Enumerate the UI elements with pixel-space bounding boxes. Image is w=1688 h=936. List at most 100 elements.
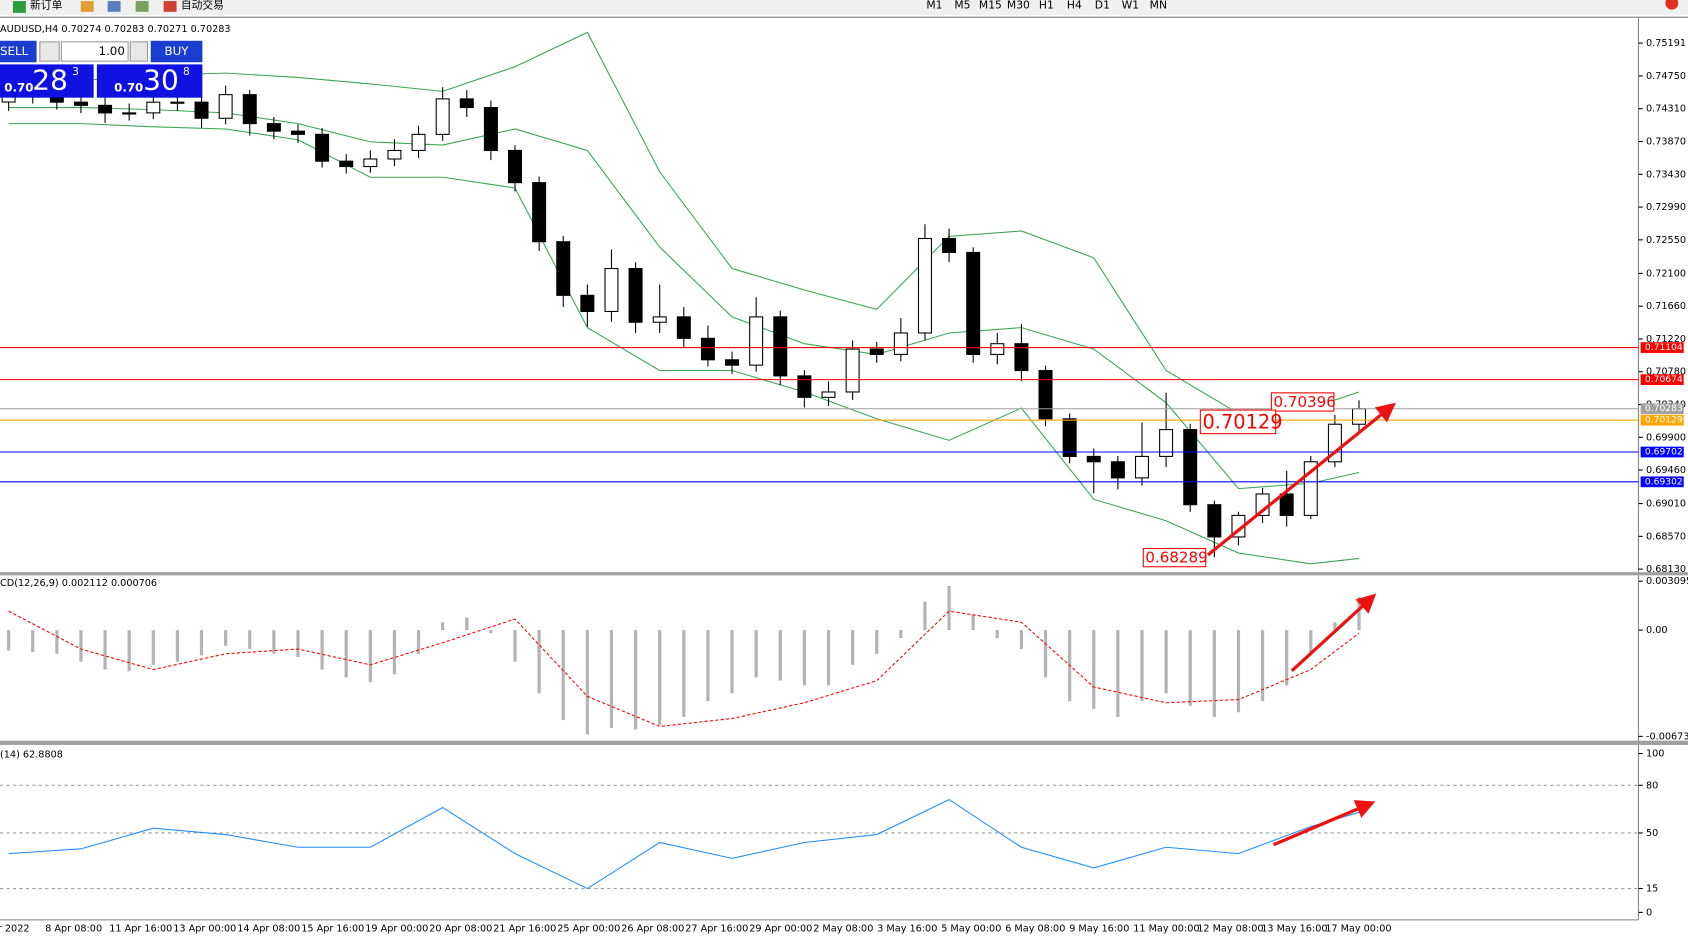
buy-price-pips[interactable]: 30: [143, 64, 179, 97]
timeframe-button[interactable]: D1: [1095, 0, 1110, 11]
alert-icon[interactable]: [1665, 0, 1679, 10]
macd-bar: [55, 630, 59, 654]
macd-bar: [1043, 630, 1048, 678]
timeframe-button[interactable]: H1: [1039, 0, 1054, 11]
candle-body: [652, 316, 667, 323]
timeframe-button[interactable]: W1: [1122, 0, 1139, 11]
candle-body: [218, 94, 233, 119]
lots-up[interactable]: [129, 41, 149, 62]
timeframe-button[interactable]: M1: [926, 0, 942, 11]
sell-button[interactable]: [0, 40, 37, 63]
macd-bar: [1188, 630, 1192, 706]
candle-body: [1159, 429, 1174, 457]
y-tick-label: 0.68130: [1646, 564, 1686, 575]
y-tick-label: 0.71220: [1646, 334, 1686, 345]
candle-body: [1134, 455, 1149, 479]
buy-label[interactable]: BUY: [165, 44, 190, 58]
new-order-icon[interactable]: [12, 1, 26, 13]
macd-bar: [1285, 630, 1289, 686]
toolbar-icon[interactable]: [135, 1, 149, 12]
timeframes: M1 M5 M15 M30 H1 H4 D1 W1 MN: [926, 0, 1167, 11]
price-label: 0.70283: [1645, 404, 1683, 414]
sell-price-big[interactable]: 0.70: [4, 81, 33, 95]
macd-bar: [875, 630, 879, 654]
y-tick-label: 0.72550: [1646, 235, 1686, 246]
macd-bar: [103, 630, 107, 670]
price-label: 0.71104: [1645, 343, 1683, 353]
sell-price-point[interactable]: 3: [72, 65, 79, 78]
price-label: 0.70674: [1645, 375, 1683, 385]
y-tick-label: 0.00: [1646, 625, 1668, 636]
timeframe-button[interactable]: H4: [1067, 0, 1082, 11]
bollinger-band: [8, 123, 1360, 565]
buy-price-box[interactable]: [96, 64, 203, 98]
buy-button[interactable]: [150, 40, 203, 63]
y-tick-label: 0.68570: [1646, 531, 1686, 542]
macd-bar: [923, 601, 927, 631]
macd-bar: [609, 630, 614, 729]
y-tick-label: 0.69010: [1646, 499, 1686, 510]
lots-down[interactable]: [39, 41, 60, 62]
macd-bar: [513, 630, 517, 662]
new-order[interactable]: 新订单: [30, 0, 63, 11]
candle-body: [73, 101, 88, 106]
toolbar-icon[interactable]: [80, 1, 94, 12]
macd-bar: [1019, 630, 1024, 650]
y-tick-label: 0.75191: [1646, 38, 1686, 49]
macd-signal: [8, 610, 1360, 727]
sell-price-pips[interactable]: 28: [32, 64, 68, 97]
sell-price-box[interactable]: [0, 64, 94, 98]
candle-body: [1062, 418, 1077, 457]
toolbar: 新订单 自动交易 M1 M5 M15 M30 H1 H4 D1 W1 MN: [0, 0, 1688, 16]
candle-body: [339, 160, 354, 168]
candle-body: [1038, 369, 1053, 420]
timeframe-button[interactable]: M15: [979, 0, 1002, 11]
y-tick-label: 0.71660: [1646, 301, 1686, 312]
trend-arrows: [1206, 402, 1396, 847]
timeframe-button[interactable]: MN: [1150, 0, 1167, 11]
x-tick-label: 9 May 16:00: [1069, 923, 1129, 934]
candle-body: [532, 182, 547, 243]
annotation: 0.68289: [1145, 549, 1207, 567]
auto-trading[interactable]: 自动交易: [181, 0, 224, 11]
main-panel: 0.75191 0.74750 0.74310 0.73870 0.73430 0.729…: [0, 31, 1686, 934]
candle-body: [242, 94, 257, 125]
macd-bar: [199, 630, 204, 656]
candle-body: [387, 149, 402, 160]
x-tick-label: 19 Apr 00:00: [365, 923, 428, 934]
macd-bar: [899, 630, 903, 638]
candle-body: [1014, 343, 1029, 372]
buy-price-big[interactable]: 0.70: [114, 81, 143, 95]
y-tick-label: 0: [1646, 907, 1652, 918]
macd-bar: [1357, 596, 1361, 631]
annotation: 0.70396: [1274, 393, 1336, 411]
annotation-box: [1142, 547, 1207, 568]
macd-bar: [6, 630, 11, 651]
macd-bar: [392, 630, 397, 675]
buy-price-point[interactable]: 8: [183, 65, 190, 78]
candle-body: [1207, 504, 1222, 538]
timeframe-button[interactable]: M30: [1007, 0, 1030, 11]
annotation-box: [1199, 409, 1277, 435]
macd-bar: [1164, 630, 1168, 694]
candle-body: [483, 106, 498, 151]
lots-value[interactable]: 1.00: [99, 44, 125, 58]
timeframe-button[interactable]: M5: [954, 0, 970, 11]
lots-input[interactable]: [60, 41, 129, 62]
macd-bar: [682, 630, 686, 717]
toolbar-icon[interactable]: [107, 1, 121, 12]
macd-bar: [296, 630, 300, 657]
chart-title: AUDUSD,H4 0.70274 0.70283 0.70271 0.7028…: [0, 24, 231, 35]
y-tick-label: 0.72100: [1646, 268, 1686, 279]
auto-trading-icon[interactable]: [163, 1, 177, 12]
macd-bar: [706, 630, 710, 702]
y-tick-label: 100: [1646, 749, 1664, 760]
x-tick-label: 14 Apr 08:00: [237, 923, 300, 934]
candle-body: [290, 130, 305, 135]
price-label: 0.69702: [1645, 448, 1683, 458]
x-tick-label: 8 Apr 08:00: [45, 923, 102, 934]
sell-label[interactable]: SELL: [0, 44, 29, 58]
